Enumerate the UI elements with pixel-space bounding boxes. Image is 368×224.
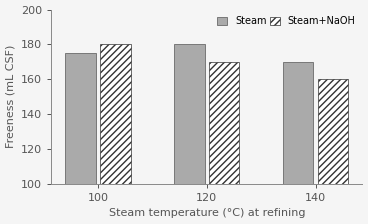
Bar bbox=[66, 53, 96, 184]
Bar bbox=[174, 44, 205, 184]
Legend: Steam, Steam+NaOH: Steam, Steam+NaOH bbox=[215, 14, 358, 28]
Bar bbox=[283, 62, 314, 184]
X-axis label: Steam temperature (°C) at refining: Steam temperature (°C) at refining bbox=[109, 209, 305, 218]
Bar bbox=[209, 62, 240, 184]
Bar bbox=[100, 44, 131, 184]
Y-axis label: Freeness (mL CSF): Freeness (mL CSF) bbox=[6, 45, 15, 148]
Bar bbox=[318, 79, 348, 184]
